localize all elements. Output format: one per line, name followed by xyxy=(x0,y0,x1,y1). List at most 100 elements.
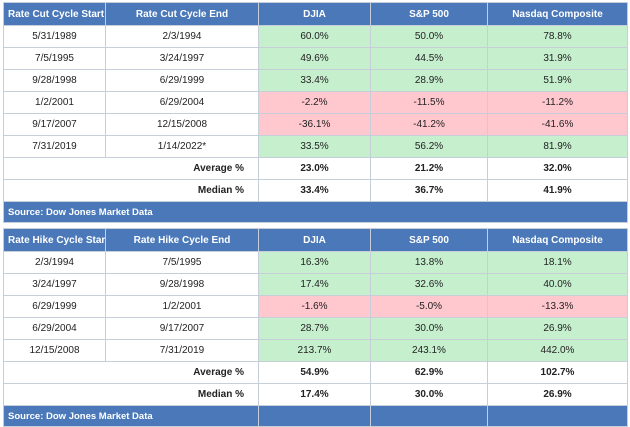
sp500-cell: -41.2% xyxy=(370,113,488,136)
cycle-end-cell: 7/31/2019 xyxy=(105,339,259,362)
median-row: Median % 17.4% 30.0% 26.9% xyxy=(3,383,628,406)
column-header: DJIA xyxy=(258,2,371,26)
table-row: 1/2/2001 6/29/2004 -2.2% -11.5% -11.2% xyxy=(3,91,628,114)
average-label: Average % xyxy=(3,157,259,180)
source-note: Source: Dow Jones Market Data xyxy=(3,201,628,223)
source-blank-cell xyxy=(258,405,371,427)
average-label: Average % xyxy=(3,361,259,384)
cycle-start-cell: 9/17/2007 xyxy=(3,113,106,136)
average-row: Average % 23.0% 21.2% 32.0% xyxy=(3,157,628,180)
column-header: Nasdaq Composite xyxy=(487,2,628,26)
nasdaq-cell: 18.1% xyxy=(487,251,628,274)
source-note: Source: Dow Jones Market Data xyxy=(3,405,259,427)
cycle-end-cell: 2/3/1994 xyxy=(105,25,259,48)
average-nasdaq: 32.0% xyxy=(487,157,628,180)
average-djia: 54.9% xyxy=(258,361,371,384)
table-body: 2/3/1994 7/5/1995 16.3% 13.8% 18.1% 3/24/1997… xyxy=(3,251,628,362)
median-row: Median % 33.4% 36.7% 41.9% xyxy=(3,179,628,202)
column-header: Rate Cut Cycle End xyxy=(105,2,259,26)
median-djia: 17.4% xyxy=(258,383,371,406)
average-sp500: 62.9% xyxy=(370,361,488,384)
column-header: Rate Hike Cycle Start xyxy=(3,228,106,252)
sp500-cell: -11.5% xyxy=(370,91,488,114)
djia-cell: -36.1% xyxy=(258,113,371,136)
median-sp500: 36.7% xyxy=(370,179,488,202)
table-row: 7/5/1995 3/24/1997 49.6% 44.5% 31.9% xyxy=(3,47,628,70)
source-blank-cell xyxy=(370,405,488,427)
sp500-cell: 243.1% xyxy=(370,339,488,362)
cycle-start-cell: 7/31/2019 xyxy=(3,135,106,158)
sp500-cell: 56.2% xyxy=(370,135,488,158)
table-row: 6/29/1999 1/2/2001 -1.6% -5.0% -13.3% xyxy=(3,295,628,318)
cycle-start-cell: 6/29/2004 xyxy=(3,317,106,340)
source-blank-cell xyxy=(487,405,628,427)
cycle-start-cell: 7/5/1995 xyxy=(3,47,106,70)
nasdaq-cell: -11.2% xyxy=(487,91,628,114)
cycle-end-cell: 7/5/1995 xyxy=(105,251,259,274)
djia-cell: 33.4% xyxy=(258,69,371,92)
source-row: Source: Dow Jones Market Data xyxy=(3,405,628,427)
cycle-end-cell: 1/2/2001 xyxy=(105,295,259,318)
median-djia: 33.4% xyxy=(258,179,371,202)
nasdaq-cell: 442.0% xyxy=(487,339,628,362)
column-header: S&P 500 xyxy=(370,228,488,252)
cycle-start-cell: 5/31/1989 xyxy=(3,25,106,48)
column-header: Rate Hike Cycle End xyxy=(105,228,259,252)
cycle-start-cell: 9/28/1998 xyxy=(3,69,106,92)
djia-cell: 28.7% xyxy=(258,317,371,340)
cycle-start-cell: 12/15/2008 xyxy=(3,339,106,362)
nasdaq-cell: 51.9% xyxy=(487,69,628,92)
column-header: Rate Cut Cycle Start xyxy=(3,2,106,26)
median-label: Median % xyxy=(3,383,259,406)
sp500-cell: 44.5% xyxy=(370,47,488,70)
nasdaq-cell: 26.9% xyxy=(487,317,628,340)
sp500-cell: 28.9% xyxy=(370,69,488,92)
nasdaq-cell: 81.9% xyxy=(487,135,628,158)
sp500-cell: 30.0% xyxy=(370,317,488,340)
sp500-cell: 32.6% xyxy=(370,273,488,296)
djia-cell: 49.6% xyxy=(258,47,371,70)
average-sp500: 21.2% xyxy=(370,157,488,180)
rate-cut-table: Rate Cut Cycle Start Rate Cut Cycle End … xyxy=(3,2,628,223)
table-row: 9/17/2007 12/15/2008 -36.1% -41.2% -41.6% xyxy=(3,113,628,136)
table-row: 6/29/2004 9/17/2007 28.7% 30.0% 26.9% xyxy=(3,317,628,340)
djia-cell: 60.0% xyxy=(258,25,371,48)
cycle-end-cell: 3/24/1997 xyxy=(105,47,259,70)
nasdaq-cell: 31.9% xyxy=(487,47,628,70)
djia-cell: 213.7% xyxy=(258,339,371,362)
djia-cell: -1.6% xyxy=(258,295,371,318)
nasdaq-cell: 78.8% xyxy=(487,25,628,48)
cycle-start-cell: 1/2/2001 xyxy=(3,91,106,114)
cycle-start-cell: 3/24/1997 xyxy=(3,273,106,296)
column-header: Nasdaq Composite xyxy=(487,228,628,252)
cycle-start-cell: 2/3/1994 xyxy=(3,251,106,274)
djia-cell: 17.4% xyxy=(258,273,371,296)
table-row: 9/28/1998 6/29/1999 33.4% 28.9% 51.9% xyxy=(3,69,628,92)
cycle-end-cell: 9/28/1998 xyxy=(105,273,259,296)
sp500-cell: 50.0% xyxy=(370,25,488,48)
djia-cell: 16.3% xyxy=(258,251,371,274)
column-header: DJIA xyxy=(258,228,371,252)
cycle-end-cell: 6/29/1999 xyxy=(105,69,259,92)
djia-cell: -2.2% xyxy=(258,91,371,114)
nasdaq-cell: -41.6% xyxy=(487,113,628,136)
sp500-cell: 13.8% xyxy=(370,251,488,274)
table-row: 2/3/1994 7/5/1995 16.3% 13.8% 18.1% xyxy=(3,251,628,274)
nasdaq-cell: 40.0% xyxy=(487,273,628,296)
average-djia: 23.0% xyxy=(258,157,371,180)
median-nasdaq: 26.9% xyxy=(487,383,628,406)
table-row: 7/31/2019 1/14/2022* 33.5% 56.2% 81.9% xyxy=(3,135,628,158)
median-nasdaq: 41.9% xyxy=(487,179,628,202)
cycle-end-cell: 9/17/2007 xyxy=(105,317,259,340)
table-row: 12/15/2008 7/31/2019 213.7% 243.1% 442.0% xyxy=(3,339,628,362)
cycle-end-cell: 6/29/2004 xyxy=(105,91,259,114)
table-header-row: Rate Hike Cycle Start Rate Hike Cycle En… xyxy=(3,228,628,252)
median-sp500: 30.0% xyxy=(370,383,488,406)
average-row: Average % 54.9% 62.9% 102.7% xyxy=(3,361,628,384)
cycle-end-cell: 12/15/2008 xyxy=(105,113,259,136)
source-row: Source: Dow Jones Market Data xyxy=(3,201,628,223)
average-nasdaq: 102.7% xyxy=(487,361,628,384)
table-row: 5/31/1989 2/3/1994 60.0% 50.0% 78.8% xyxy=(3,25,628,48)
cycle-end-cell: 1/14/2022* xyxy=(105,135,259,158)
table-header-row: Rate Cut Cycle Start Rate Cut Cycle End … xyxy=(3,2,628,26)
